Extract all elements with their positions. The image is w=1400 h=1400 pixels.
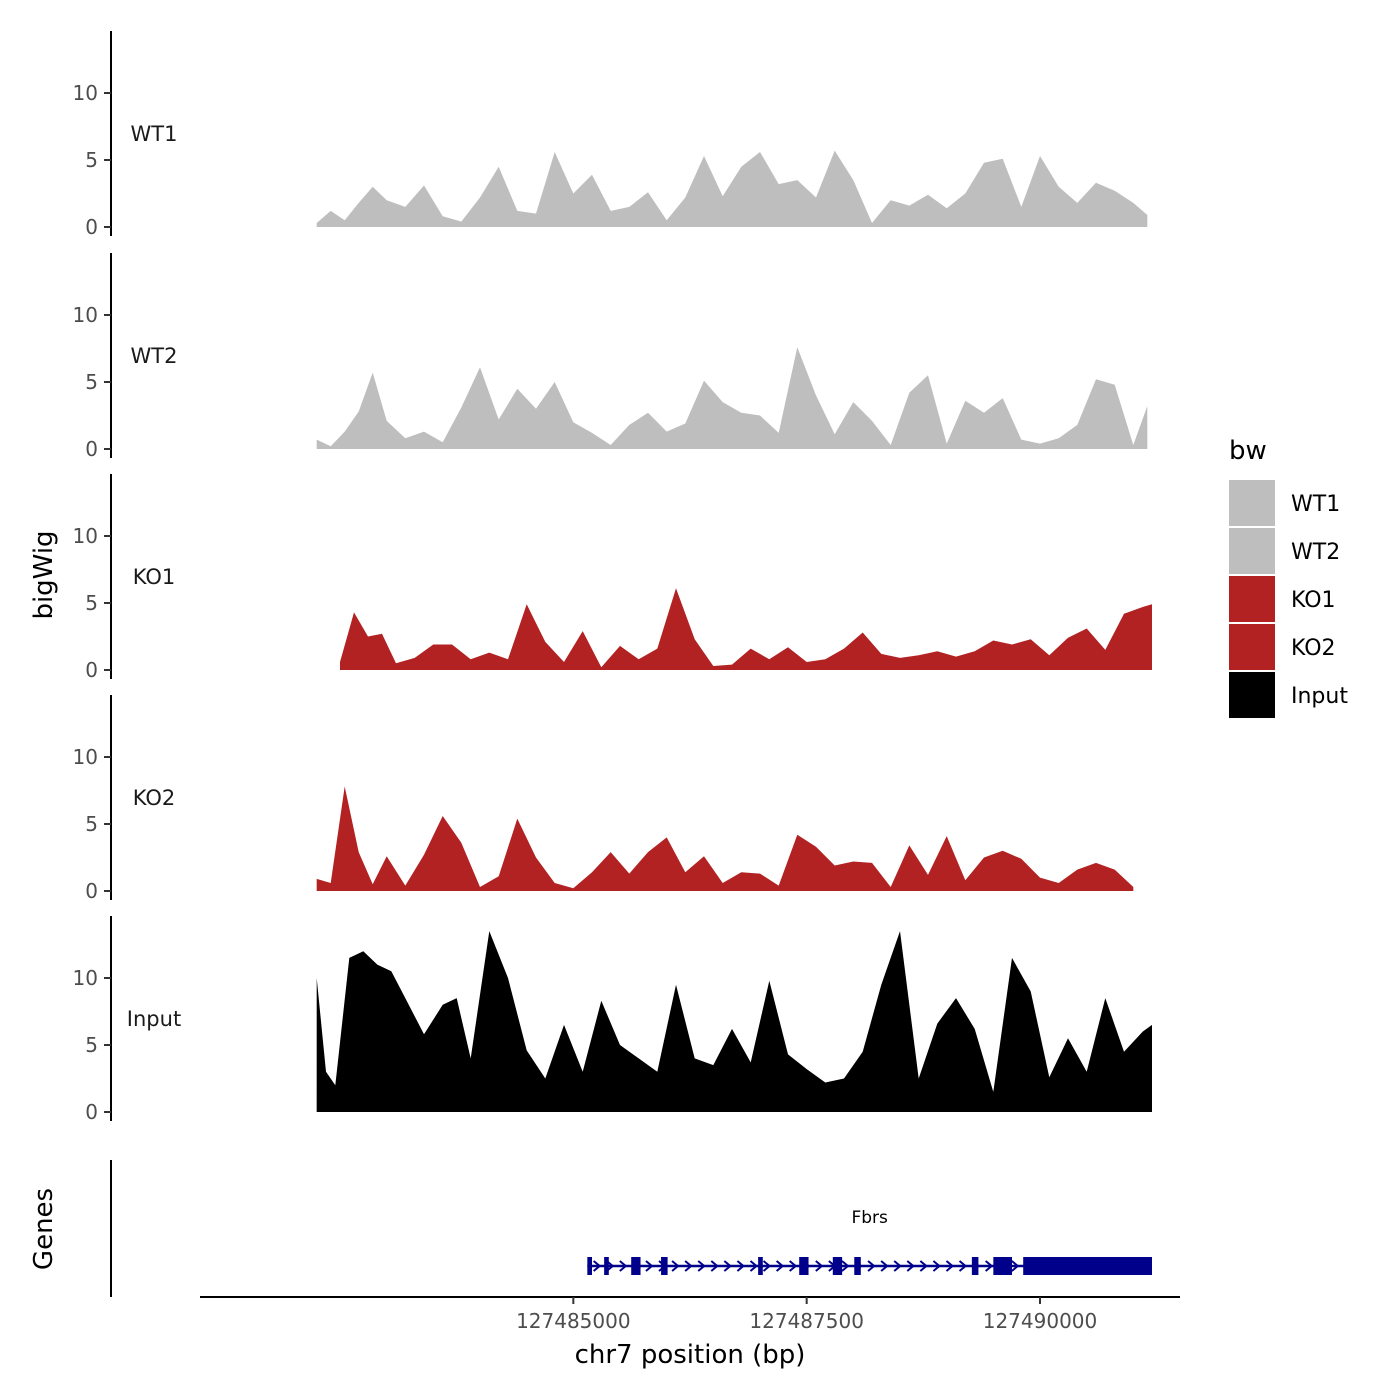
y-tick-label: 0 (85, 658, 98, 682)
gene-exon (854, 1257, 861, 1275)
y-tick-label: 10 (73, 745, 98, 769)
strand-arrow (593, 1260, 602, 1272)
genes-axis-title: Genes (29, 1188, 59, 1270)
legend-label: WT1 (1291, 492, 1340, 517)
y-tick-label: 5 (85, 148, 98, 172)
strand-arrow (684, 1260, 693, 1272)
legend-label: KO2 (1291, 636, 1336, 661)
legend-swatch (1229, 576, 1275, 622)
strand-arrow (749, 1260, 759, 1272)
x-tick-label: 127490000 (983, 1309, 1098, 1333)
coverage-area (316, 347, 1148, 449)
strand-arrow (789, 1260, 798, 1272)
gene-exon (832, 1257, 843, 1275)
track-label: Input (127, 1007, 181, 1031)
legend-label: WT2 (1291, 540, 1340, 565)
strand-arrow (710, 1260, 719, 1272)
strand-arrow (815, 1260, 824, 1272)
strand-arrow (867, 1260, 876, 1272)
gene-exon (661, 1257, 668, 1275)
strand-arrow (985, 1260, 994, 1272)
x-tick-label: 127485000 (516, 1309, 631, 1333)
track-ko2: 0 5 10 KO2 (73, 695, 1134, 903)
gene-exon (631, 1257, 641, 1275)
strand-arrow (723, 1260, 732, 1272)
y-axis-title: bigWig (29, 530, 59, 619)
gene-fbrs: Fbrs (587, 1208, 1152, 1275)
gene-track: Fbrs (110, 1160, 1152, 1297)
y-tick-label: 5 (85, 1033, 98, 1057)
coverage-tracks: 0 5 10 WT1 0 5 10 WT2 0 5 10 KO1 0 5 10 KO2 0 5 10 Input (73, 31, 1153, 1124)
gene-exon (971, 1257, 979, 1275)
strand-arrow (919, 1260, 928, 1272)
y-tick-label: 0 (85, 215, 98, 239)
strand-arrow (619, 1260, 628, 1272)
x-axis-title: chr7 position (bp) (575, 1340, 806, 1370)
strand-arrow (775, 1260, 785, 1272)
gene-exon (993, 1257, 1012, 1275)
track-label: KO2 (133, 786, 176, 810)
track-ko1: 0 5 10 KO1 (73, 474, 1152, 682)
strand-arrow (671, 1260, 680, 1272)
y-tick-label: 10 (73, 966, 98, 990)
legend-swatch (1229, 528, 1275, 574)
strand-arrow (841, 1260, 850, 1272)
track-wt2: 0 5 10 WT2 (73, 253, 1148, 461)
coverage-area (316, 931, 1153, 1112)
track-label: WT1 (131, 122, 178, 146)
legend-swatch (1229, 672, 1275, 718)
strand-arrow (958, 1260, 968, 1272)
track-label: KO1 (133, 565, 176, 589)
gene-exon (758, 1257, 763, 1275)
gene-exon (799, 1257, 809, 1275)
strand-arrow (906, 1260, 915, 1272)
strand-arrow (697, 1260, 706, 1272)
y-tick-label: 5 (85, 370, 98, 394)
y-tick-label: 10 (73, 524, 98, 548)
strand-arrow (1011, 1260, 1020, 1272)
coverage-area (340, 588, 1152, 670)
track-wt1: 0 5 10 WT1 (73, 31, 1148, 239)
gene-exon (1023, 1257, 1152, 1275)
legend: bw WT1 WT2 KO1 KO2 Input (1229, 436, 1348, 718)
y-tick-label: 0 (85, 1100, 98, 1124)
strand-arrow (762, 1260, 772, 1272)
y-tick-label: 0 (85, 879, 98, 903)
legend-title: bw (1229, 436, 1267, 466)
gene-name-label: Fbrs (851, 1208, 888, 1228)
strand-arrow (736, 1260, 745, 1272)
legend-swatch (1229, 624, 1275, 670)
strand-arrow (932, 1260, 941, 1272)
x-axis: 127485000 127487500 127490000 (200, 1296, 1180, 1333)
legend-label: Input (1291, 684, 1348, 709)
x-tick-label: 127487500 (749, 1309, 864, 1333)
y-tick-label: 10 (73, 303, 98, 327)
track-input: 0 5 10 Input (73, 916, 1153, 1124)
gene-exon (604, 1257, 609, 1275)
strand-arrow (880, 1260, 889, 1272)
strand-arrow (645, 1260, 654, 1272)
y-tick-label: 5 (85, 591, 98, 615)
y-tick-label: 10 (73, 81, 98, 105)
coverage-area (316, 786, 1134, 891)
strand-arrow (893, 1260, 902, 1272)
legend-swatch (1229, 480, 1275, 526)
track-label: WT2 (131, 344, 178, 368)
legend-label: KO1 (1291, 588, 1336, 613)
gene-exon (587, 1257, 592, 1275)
y-tick-label: 5 (85, 812, 98, 836)
y-tick-label: 0 (85, 437, 98, 461)
strand-arrow (945, 1260, 955, 1272)
coverage-area (316, 150, 1148, 227)
